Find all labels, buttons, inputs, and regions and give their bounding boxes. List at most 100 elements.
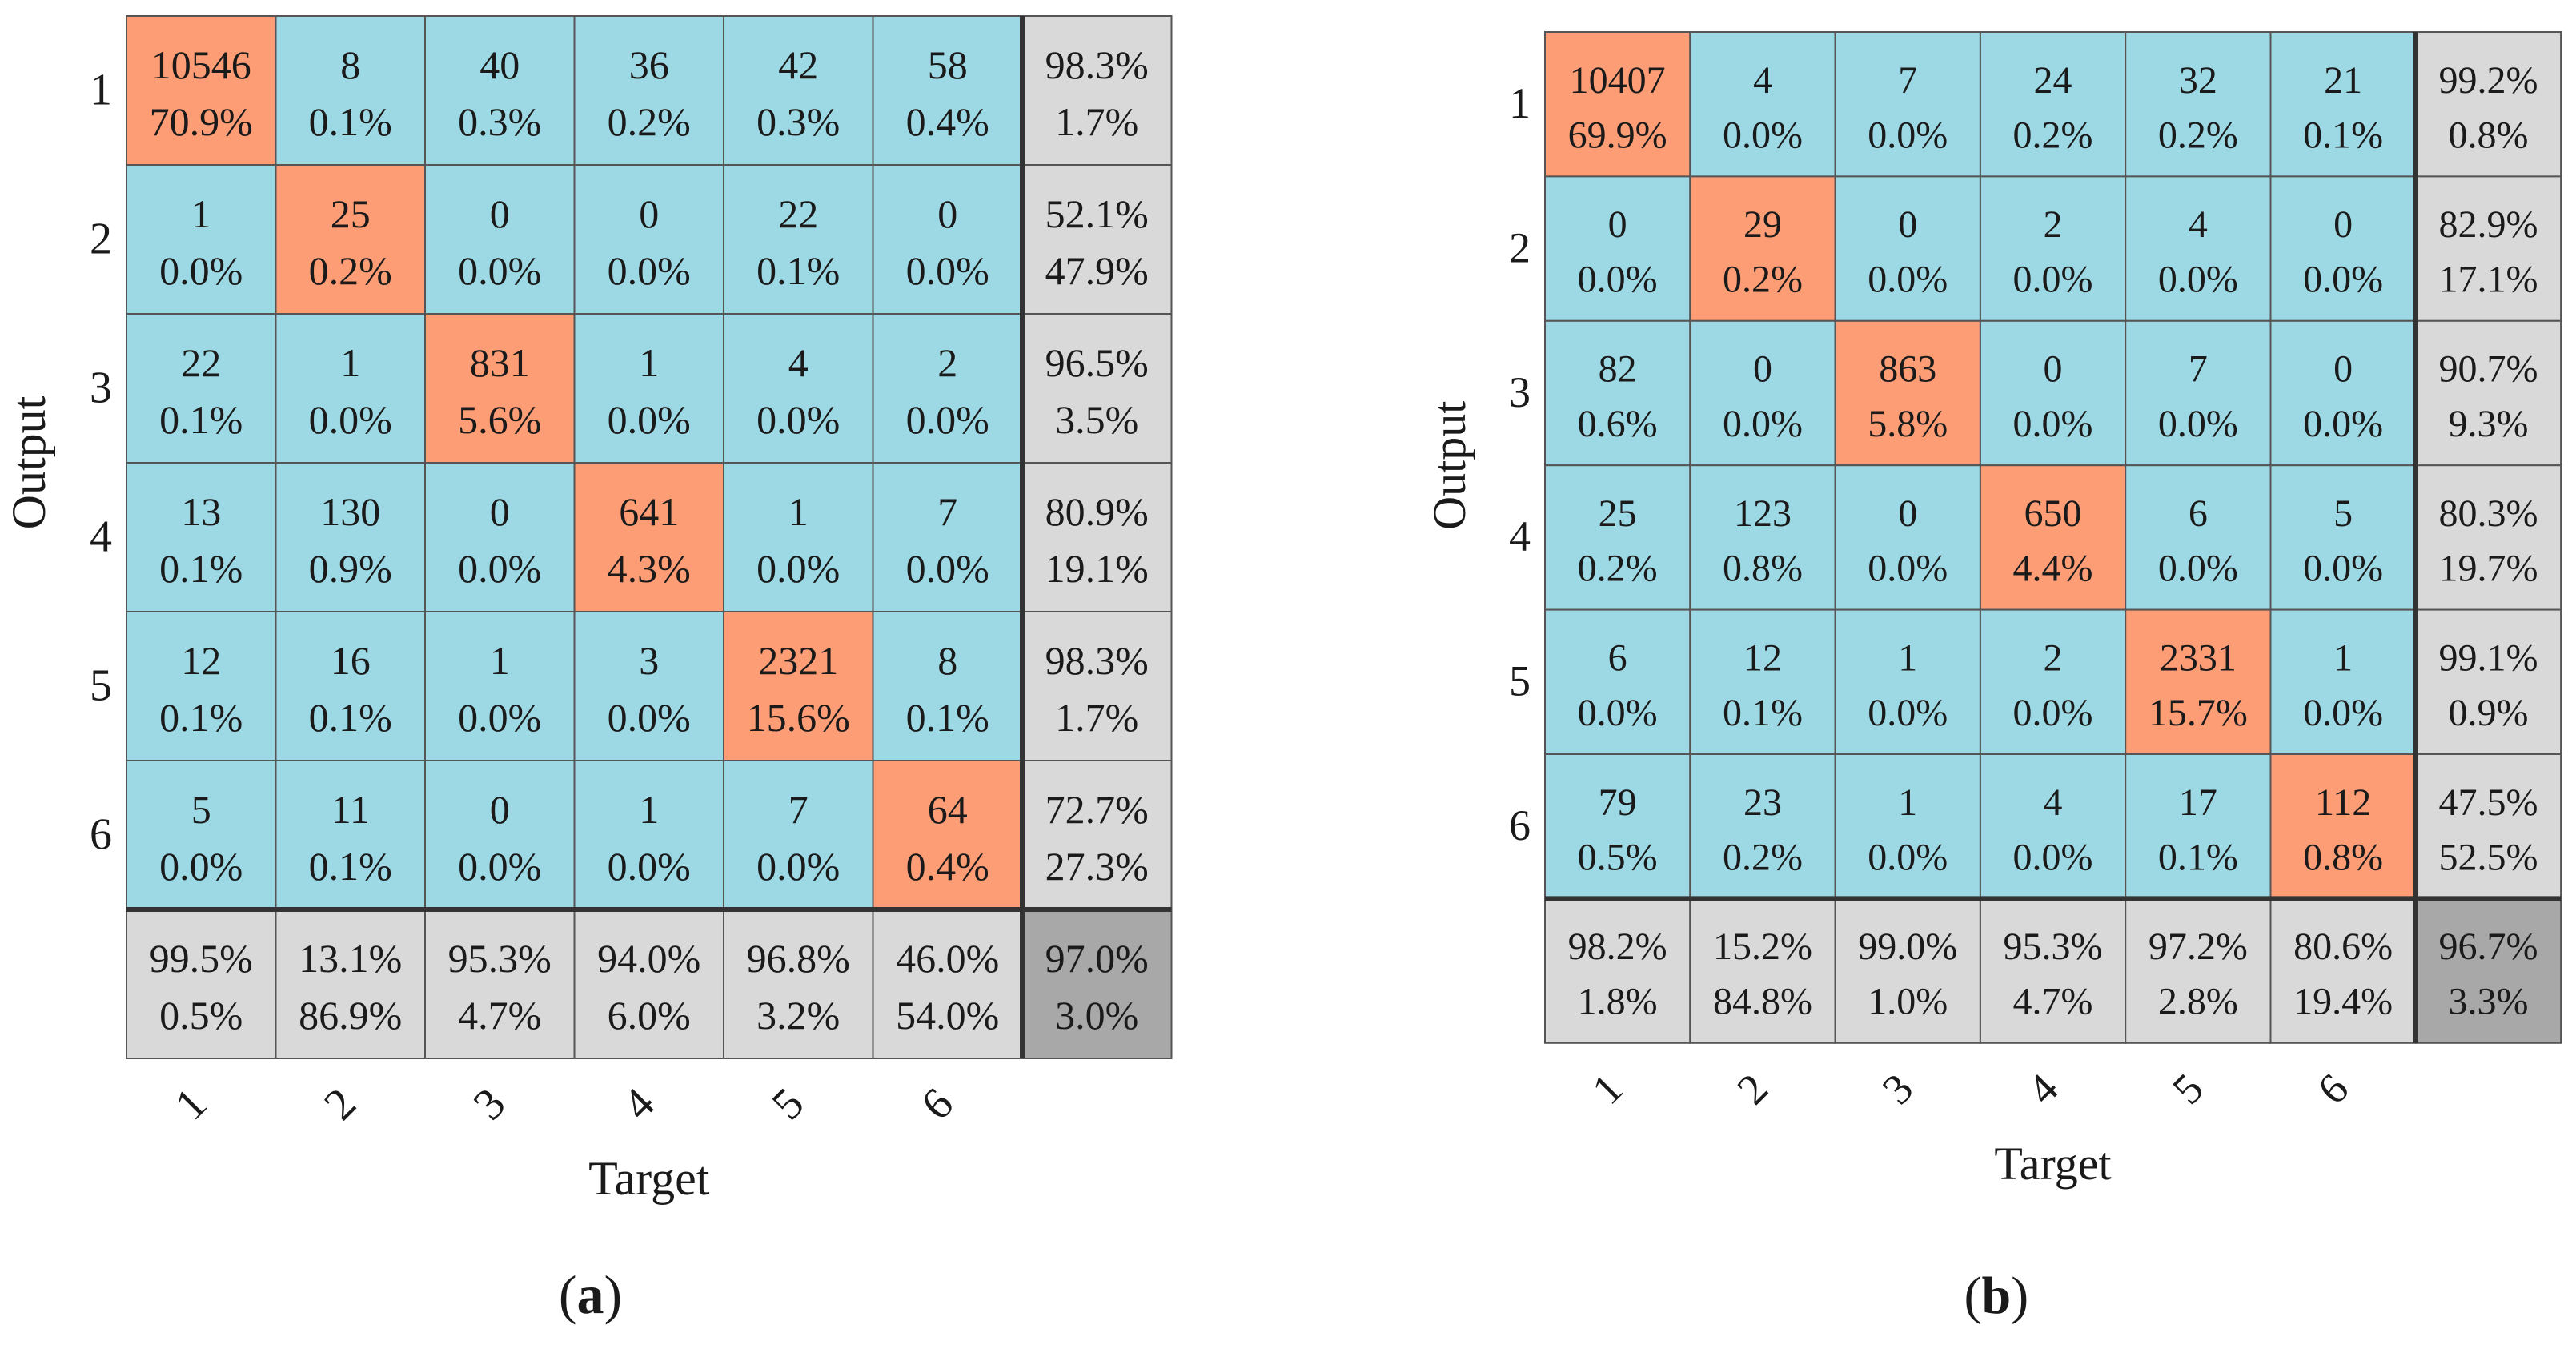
cell-r1-c5-percent: 0.2% <box>2158 114 2238 156</box>
cell-r5-c5-percent: 15.7% <box>2149 692 2248 734</box>
cell-r2-c1-bg <box>126 164 277 315</box>
cell-r4-c6-percent: 0.0% <box>2303 548 2383 590</box>
cell-r3-c5-value: 4 <box>788 340 809 385</box>
cell-r4-c2-value: 130 <box>320 489 380 534</box>
col-summary-4-percent: 4.7% <box>2013 981 2093 1023</box>
cell-r5-c1-bg <box>126 611 277 761</box>
cell-r2-c5-percent: 0.1% <box>756 248 840 293</box>
col-summary-1-value: 98.2% <box>1568 925 1667 968</box>
cell-r1-c1-value: 10407 <box>1570 59 1666 102</box>
cell-r3-c2-bg <box>275 313 426 464</box>
col-summary-1-percent: 0.5% <box>159 993 243 1038</box>
cell-r4-c3-percent: 0.0% <box>1868 548 1948 590</box>
cell-r1-c3-value: 7 <box>1898 59 1917 102</box>
col-summary-4-percent: 6.0% <box>608 993 691 1038</box>
col-summary-5-percent: 3.2% <box>756 993 840 1038</box>
cell-r3-c6-value: 0 <box>2333 348 2353 391</box>
cell-r2-c1-percent: 0.0% <box>1578 259 1658 301</box>
cell-r1-c6-value: 21 <box>2324 59 2362 102</box>
overall-accuracy-bg <box>2414 897 2562 1044</box>
cell-r1-c3-percent: 0.3% <box>458 99 541 144</box>
cell-r2-c6-percent: 0.0% <box>2303 259 2383 301</box>
cell-r6-c1-percent: 0.0% <box>159 844 243 889</box>
cell-r3-c2-percent: 0.0% <box>1723 403 1803 445</box>
cell-r1-c1-bg <box>1544 31 1691 178</box>
cell-r3-c1-bg <box>1544 319 1691 467</box>
cell-r2-c3-percent: 0.0% <box>1868 259 1948 301</box>
row-tick-label-3: 3 <box>90 363 112 413</box>
cell-r6-c4-bg <box>573 760 724 910</box>
row-summary-1-value: 99.2% <box>2438 59 2538 102</box>
row-summary-1-bg <box>2414 31 2562 178</box>
row-summary-2-bg <box>2414 175 2562 322</box>
confusion-matrix-panel-a: 1054670.9%80.1%400.3%360.2%420.3%580.4%9… <box>2 15 1173 1325</box>
cell-r5-c2-value: 16 <box>331 638 371 683</box>
cell-r4-c2-percent: 0.8% <box>1723 548 1803 590</box>
cell-r2-c4-percent: 0.0% <box>608 248 691 293</box>
confusion-matrix-panel-b: 1040769.9%40.0%70.0%240.2%320.2%210.1%99… <box>1423 31 2562 1325</box>
col-summary-2-value: 13.1% <box>299 936 402 981</box>
cell-r4-c5-value: 6 <box>2189 492 2208 535</box>
cell-r6-c3-value: 0 <box>490 787 510 832</box>
cell-r2-c4-bg <box>1979 175 2127 322</box>
panel-label: (a) <box>559 1264 622 1325</box>
row-summary-2-bg <box>1021 164 1173 315</box>
cell-r4-c4-value: 650 <box>2024 492 2082 535</box>
cell-r4-c1-value: 13 <box>181 489 221 534</box>
cell-r6-c2-bg <box>1689 753 1836 900</box>
col-tick-label-4: 4 <box>613 1078 664 1130</box>
cell-r3-c5-bg <box>2125 319 2272 467</box>
cell-r4-c6-value: 5 <box>2333 492 2353 535</box>
cell-r4-c6-bg <box>872 462 1023 612</box>
row-summary-5-percent: 0.9% <box>2448 692 2528 734</box>
overall-accuracy-percent: 3.3% <box>2448 981 2528 1023</box>
cell-r3-c3-bg <box>1834 319 1981 467</box>
row-summary-4-percent: 19.1% <box>1045 546 1149 591</box>
row-tick-label-2: 2 <box>90 215 112 264</box>
cell-r5-c6-bg <box>2269 608 2417 755</box>
cell-r2-c6-percent: 0.0% <box>906 248 989 293</box>
y-axis-title: Output <box>1423 401 1475 530</box>
cell-r3-c6-percent: 0.0% <box>906 397 989 442</box>
row-tick-label-6: 6 <box>90 810 112 860</box>
cell-r1-c1-bg <box>126 15 277 166</box>
cell-r2-c3-bg <box>1834 175 1981 322</box>
y-axis-title: Output <box>2 395 55 529</box>
col-summary-6-percent: 54.0% <box>896 993 999 1038</box>
cell-r5-c6-value: 1 <box>2333 636 2353 679</box>
cell-r2-c1-percent: 0.0% <box>159 248 243 293</box>
col-tick-label-2: 2 <box>1727 1064 1777 1114</box>
cell-r6-c5-value: 17 <box>2179 781 2217 824</box>
cell-r3-c4-value: 1 <box>639 340 659 385</box>
cell-r3-c2-value: 0 <box>1753 348 1772 391</box>
col-summary-6-value: 80.6% <box>2293 925 2393 968</box>
cell-r1-c2-bg <box>1689 31 1836 178</box>
cell-r3-c4-percent: 0.0% <box>608 397 691 442</box>
panel-label: (b) <box>1964 1267 2029 1325</box>
cell-r4-c4-bg <box>573 462 724 612</box>
cell-r3-c3-bg <box>424 313 576 464</box>
cell-r2-c3-value: 0 <box>1898 203 1917 246</box>
cell-r1-c4-value: 24 <box>2034 59 2072 102</box>
col-summary-3-percent: 1.0% <box>1868 981 1948 1023</box>
cell-r3-c4-percent: 0.0% <box>2013 403 2093 445</box>
cell-r3-c3-value: 863 <box>1879 348 1936 391</box>
row-tick-label-3: 3 <box>1509 368 1531 416</box>
col-summary-3-value: 95.3% <box>448 936 552 981</box>
cell-r3-c3-percent: 5.8% <box>1868 403 1948 445</box>
cell-r5-c1-value: 6 <box>1608 636 1627 679</box>
overall-accuracy-value: 96.7% <box>2438 925 2538 968</box>
cell-r2-c2-percent: 0.2% <box>309 248 392 293</box>
cell-r4-c4-percent: 4.3% <box>608 546 691 591</box>
cell-r3-c1-bg <box>126 313 277 464</box>
cell-r5-c2-percent: 0.1% <box>1723 692 1803 734</box>
cell-r4-c3-value: 0 <box>490 489 510 534</box>
cell-r4-c3-percent: 0.0% <box>458 546 541 591</box>
row-summary-1-value: 98.3% <box>1045 42 1149 87</box>
cell-r4-c1-bg <box>1544 464 1691 611</box>
col-summary-1-value: 99.5% <box>150 936 253 981</box>
cell-r6-c4-percent: 0.0% <box>608 844 691 889</box>
col-summary-4-bg <box>573 909 724 1059</box>
cell-r2-c3-value: 0 <box>490 191 510 236</box>
cell-r3-c6-value: 2 <box>937 340 957 385</box>
